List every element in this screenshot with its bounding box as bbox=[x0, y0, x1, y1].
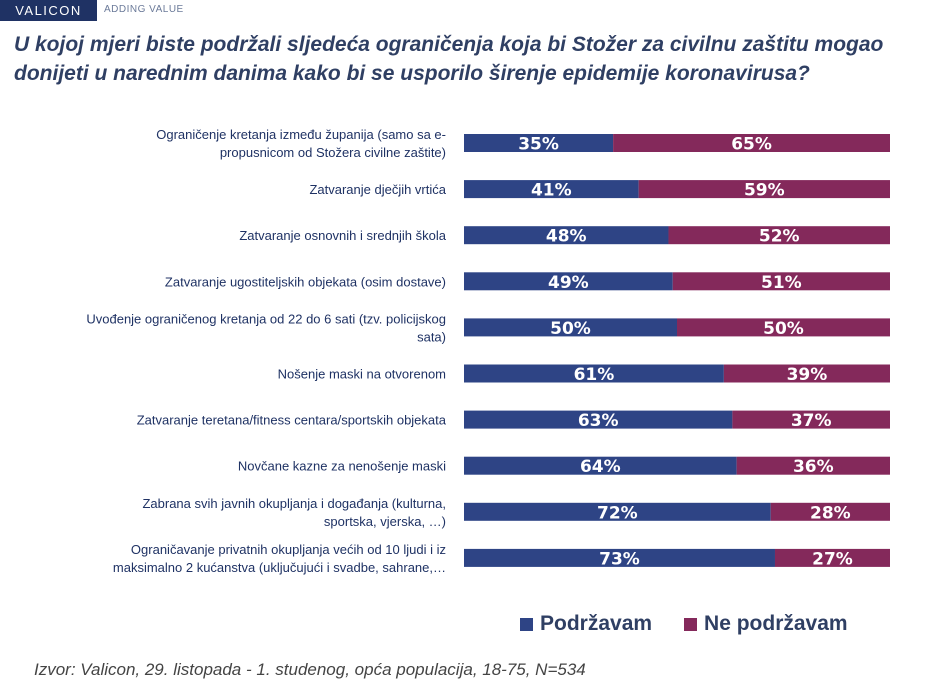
data-label-support: 41% bbox=[531, 181, 572, 201]
bar-support bbox=[464, 364, 724, 383]
bar-oppose bbox=[613, 134, 890, 152]
brand-tagline: ADDING VALUE bbox=[104, 4, 184, 15]
bar-support bbox=[464, 180, 639, 199]
bar-support bbox=[464, 548, 775, 567]
bar-support bbox=[464, 226, 669, 245]
data-label-support: 49% bbox=[548, 273, 589, 293]
bar-oppose bbox=[770, 502, 890, 521]
data-label-support: 72% bbox=[597, 503, 638, 523]
bar-oppose bbox=[774, 548, 890, 567]
bar-oppose bbox=[677, 318, 890, 337]
source-note: Izvor: Valicon, 29. listopada - 1. stude… bbox=[34, 660, 586, 679]
legend-item-support: Podržavam bbox=[520, 612, 652, 636]
data-label-oppose: 50% bbox=[763, 319, 804, 339]
data-label-oppose: 37% bbox=[791, 411, 832, 431]
data-label-oppose: 39% bbox=[787, 365, 828, 385]
chart-title: U kojoj mjeri biste podržali sljedeća og… bbox=[14, 33, 884, 85]
category-label: Nošenje maski na otvorenom bbox=[278, 367, 446, 382]
chart-legend: Podržavam Ne podržavam bbox=[520, 612, 848, 636]
category-label: Ograničavanje privatnih okupljanja većih… bbox=[113, 542, 446, 575]
data-label-support: 64% bbox=[580, 457, 621, 477]
legend-label-support: Podržavam bbox=[540, 612, 653, 635]
bar-oppose bbox=[668, 226, 890, 245]
bar-oppose bbox=[736, 456, 890, 475]
data-label-oppose: 52% bbox=[759, 227, 800, 247]
data-label-support: 50% bbox=[550, 319, 591, 339]
data-label-oppose: 51% bbox=[761, 273, 802, 293]
data-label-support: 63% bbox=[578, 411, 619, 431]
bar-oppose bbox=[672, 272, 890, 291]
category-label: Zatvaranje dječjih vrtića bbox=[309, 182, 446, 197]
bar-oppose bbox=[732, 410, 890, 429]
data-label-support: 61% bbox=[574, 365, 615, 385]
category-label: Novčane kazne za nenošenje maski bbox=[238, 459, 446, 474]
category-label: Zatvaranje osnovnih i srednjih škola bbox=[239, 228, 446, 243]
category-label: Zabrana svih javnih okupljanja i događan… bbox=[142, 496, 446, 529]
data-label-support: 73% bbox=[599, 549, 640, 569]
data-label-support: 35% bbox=[518, 135, 559, 155]
category-label: Zatvaranje ugostiteljskih objekata (osim… bbox=[165, 274, 446, 289]
bar-oppose bbox=[638, 180, 890, 199]
bar-support bbox=[464, 502, 771, 521]
brand-logo: VALICON bbox=[0, 0, 97, 21]
bar-oppose bbox=[723, 364, 890, 383]
data-label-oppose: 28% bbox=[810, 503, 851, 523]
bar-support bbox=[464, 272, 673, 291]
data-label-oppose: 65% bbox=[731, 135, 772, 155]
data-label-oppose: 36% bbox=[793, 457, 834, 477]
bar-support bbox=[464, 318, 677, 337]
category-label: Ograničenje kretanja između županija (sa… bbox=[156, 127, 446, 160]
data-label-oppose: 27% bbox=[812, 549, 853, 569]
legend-swatch-oppose bbox=[684, 617, 698, 631]
category-label: Zatvaranje teretana/fitness centara/spor… bbox=[137, 413, 447, 428]
bar-support bbox=[464, 410, 733, 429]
bar-support bbox=[464, 456, 737, 475]
legend-swatch-support bbox=[520, 617, 533, 631]
bar-support bbox=[464, 134, 614, 152]
data-label-oppose: 59% bbox=[744, 181, 785, 201]
legend-item-oppose: Ne podržavam bbox=[684, 612, 848, 636]
category-label: Uvođenje ograničenog kretanja od 22 do 6… bbox=[86, 311, 446, 344]
legend-label-oppose: Ne podržavam bbox=[704, 612, 848, 635]
data-label-support: 48% bbox=[546, 227, 587, 247]
